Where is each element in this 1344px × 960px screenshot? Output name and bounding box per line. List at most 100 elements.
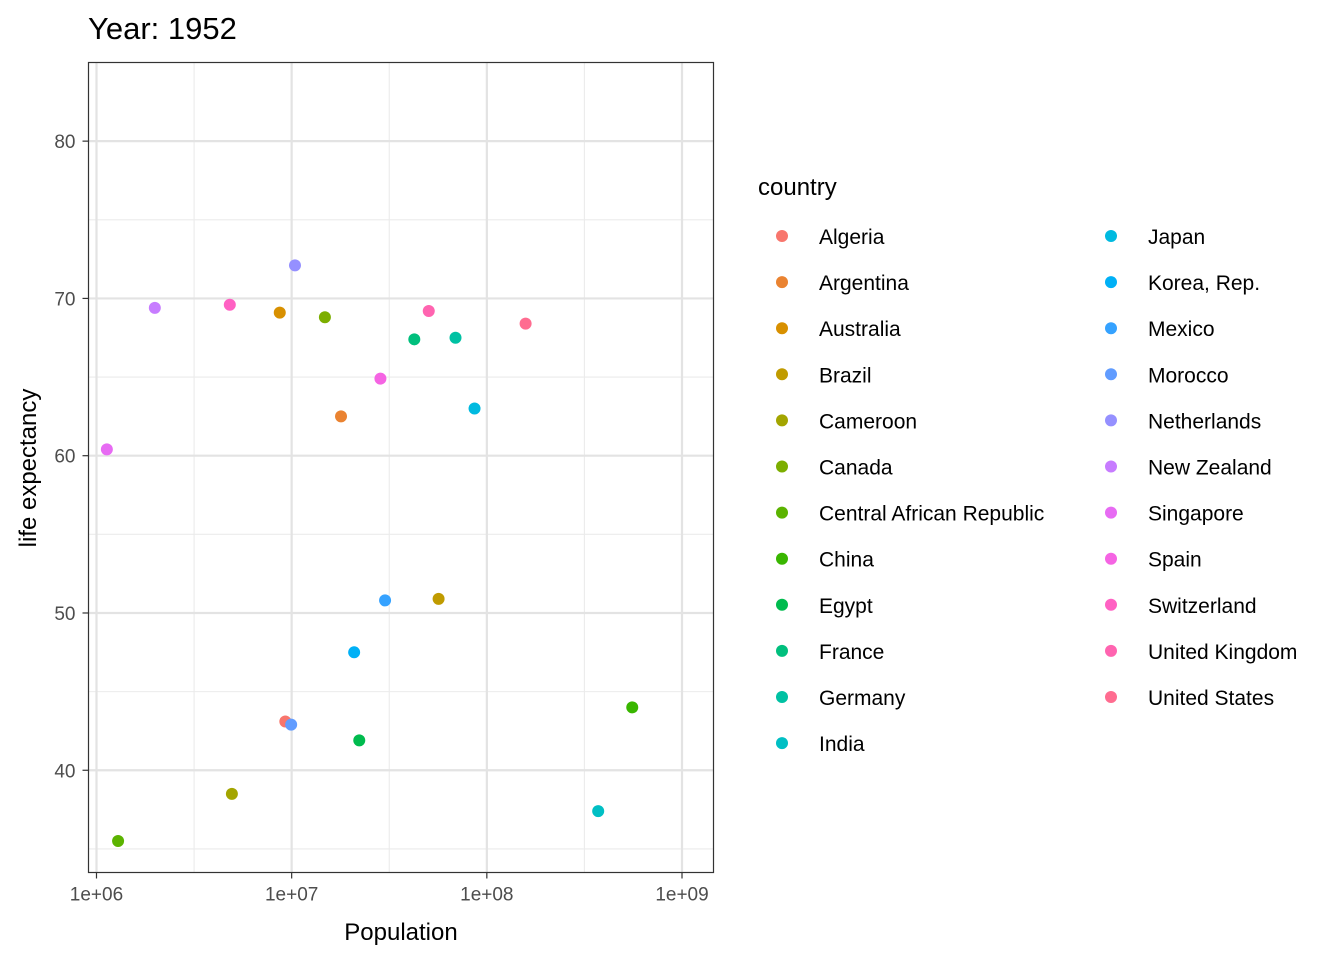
legend-item: Singapore <box>1105 503 1244 526</box>
legend-item: Argentina <box>776 272 909 295</box>
data-point <box>353 734 366 747</box>
legend-item: Brazil <box>776 364 872 387</box>
x-tick-label: 1e+09 <box>655 885 708 906</box>
legend-label: Central African Republic <box>819 503 1044 526</box>
legend-key <box>776 322 788 335</box>
legend-item: Korea, Rep. <box>1105 272 1260 295</box>
legend-key <box>776 598 788 611</box>
plot-panel-border <box>87 61 715 874</box>
legend-key <box>1105 276 1117 289</box>
legend-title: country <box>758 174 837 201</box>
legend-item: Mexico <box>1105 318 1215 341</box>
data-point <box>148 301 161 314</box>
legend-items: Algeria Argentina Australia Brazil Cameroon C… <box>776 226 1297 756</box>
legend-item: France <box>776 641 884 664</box>
data-point <box>273 306 286 319</box>
data-point <box>335 410 348 423</box>
legend-item: United States <box>1105 687 1274 710</box>
legend-key <box>1105 368 1117 381</box>
legend: country Algeria Argentina Australia Brazil C… <box>758 174 1297 756</box>
legend-key <box>1105 691 1117 703</box>
legend-key <box>1105 414 1117 427</box>
data-point <box>379 594 392 607</box>
legend-label: Germany <box>819 687 906 710</box>
legend-key <box>1105 506 1117 519</box>
data-point <box>449 331 462 344</box>
legend-label: France <box>819 641 884 664</box>
legend-item: Japan <box>1105 226 1205 249</box>
legend-key <box>1105 598 1117 611</box>
legend-key <box>1105 552 1117 565</box>
legend-key <box>1105 322 1117 335</box>
x-tick-label: 1e+06 <box>70 885 123 906</box>
legend-key <box>776 691 788 703</box>
data-point <box>223 298 236 311</box>
legend-key <box>776 737 788 750</box>
legend-label: Morocco <box>1148 364 1229 387</box>
legend-label: Algeria <box>819 226 885 249</box>
legend-item: Germany <box>776 687 906 710</box>
legend-item: New Zealand <box>1105 457 1272 480</box>
data-point <box>318 311 331 324</box>
axes: 1e+06 1e+07 1e+08 1e+09 40 50 60 70 80 <box>54 132 708 905</box>
data-point <box>100 443 113 456</box>
legend-label: United States <box>1148 687 1274 710</box>
y-tick-label: 40 <box>54 761 75 782</box>
legend-item: Spain <box>1105 549 1202 572</box>
legend-label: Canada <box>819 457 893 480</box>
y-tick-label: 70 <box>54 289 75 310</box>
legend-item: India <box>776 733 865 756</box>
legend-label: Australia <box>819 318 901 341</box>
data-point <box>112 835 125 848</box>
legend-key <box>776 414 788 427</box>
y-tick-label: 80 <box>54 132 75 153</box>
data-point <box>468 402 481 415</box>
x-tick-label: 1e+07 <box>265 885 318 906</box>
data-point <box>592 805 605 818</box>
legend-label: Mexico <box>1148 318 1215 341</box>
data-point <box>408 333 421 346</box>
legend-key <box>776 230 788 242</box>
legend-item: Netherlands <box>1105 410 1261 433</box>
legend-key <box>1105 230 1117 242</box>
data-points <box>100 259 639 848</box>
legend-key <box>1105 460 1117 473</box>
legend-label: Egypt <box>819 595 873 618</box>
legend-label: India <box>819 733 865 756</box>
legend-key <box>776 276 788 289</box>
legend-label: United Kingdom <box>1148 641 1297 664</box>
legend-label: New Zealand <box>1148 457 1272 480</box>
legend-label: Singapore <box>1148 503 1244 526</box>
legend-item: Central African Republic <box>776 503 1044 526</box>
grid-lines <box>88 62 714 873</box>
legend-key <box>776 644 788 657</box>
legend-label: Netherlands <box>1148 410 1261 433</box>
data-point <box>285 718 298 731</box>
legend-label: Argentina <box>819 272 909 295</box>
data-point <box>626 701 639 714</box>
chart-title: Year: 1952 <box>88 11 237 46</box>
legend-label: Brazil <box>819 364 872 387</box>
legend-key <box>776 460 788 473</box>
legend-key <box>776 506 788 519</box>
legend-item: Cameroon <box>776 410 917 433</box>
data-point <box>288 259 301 272</box>
legend-item: Switzerland <box>1105 595 1257 618</box>
y-axis-title: life expectancy <box>15 389 42 548</box>
legend-item: Canada <box>776 457 893 480</box>
legend-label: Korea, Rep. <box>1148 272 1260 295</box>
x-tick-label: 1e+08 <box>460 885 513 906</box>
legend-item: China <box>776 549 874 572</box>
legend-label: Japan <box>1148 226 1205 249</box>
legend-key <box>776 368 788 381</box>
legend-label: China <box>819 549 874 572</box>
data-point <box>519 317 532 330</box>
y-tick-label: 50 <box>54 604 75 625</box>
data-point <box>225 787 238 800</box>
x-axis-title: Population <box>344 919 457 946</box>
legend-item: Egypt <box>776 595 873 618</box>
legend-item: Algeria <box>776 226 885 249</box>
data-point <box>422 305 435 318</box>
legend-label: Switzerland <box>1148 595 1257 618</box>
